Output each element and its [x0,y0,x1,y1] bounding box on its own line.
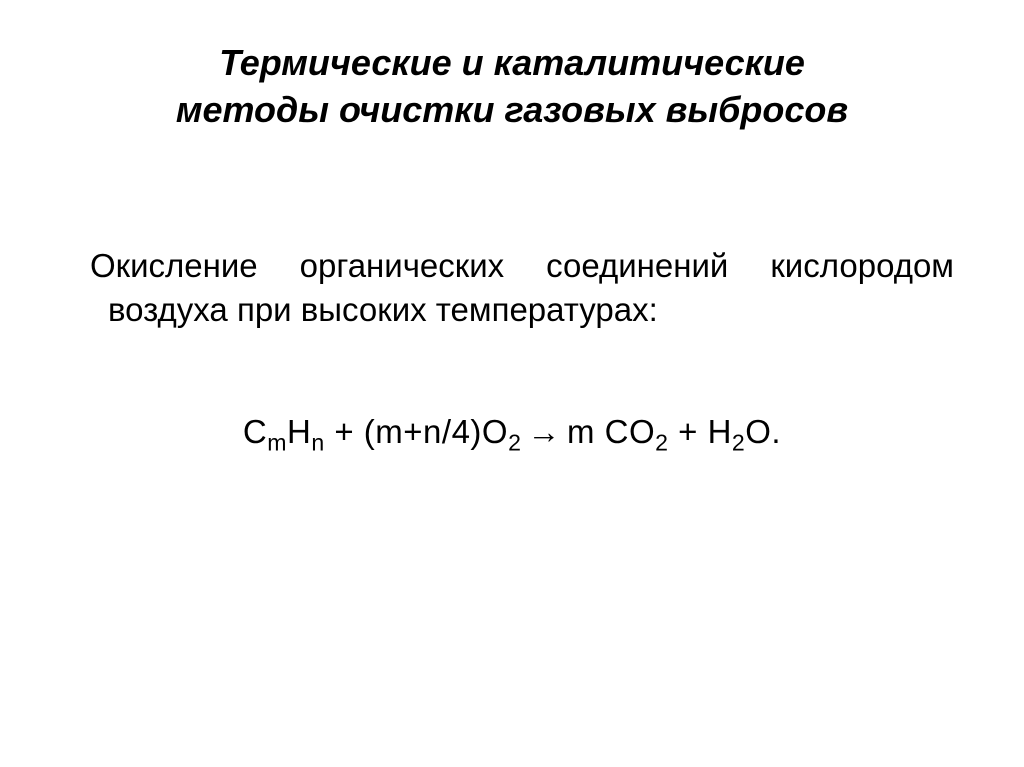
reactant-1-sub-1: m [267,429,287,455]
reaction-arrow: → [527,413,561,451]
product-2-element-2: O [745,413,771,450]
reactant-1-sub-2: n [311,429,324,455]
reactant-2-element: O [482,413,508,450]
equation-period: . [771,413,781,450]
coefficient-2: (m+n/4) [364,413,482,450]
reactant-1-element-2: H [287,413,311,450]
slide-title: Термические и каталитические методы очис… [70,40,954,134]
slide-body: Окисление органических соединений кислор… [70,244,954,333]
chemical-equation: CmHn + (m+n/4)O2 → m CO2 + H2O. [70,413,954,451]
plus-2: + [668,413,707,450]
product-1-element: CO [605,413,656,450]
reactant-2-sub: 2 [508,429,521,455]
coefficient-3: m [567,413,605,450]
reactant-1-element-1: C [243,413,267,450]
plus-1: + [325,413,364,450]
product-2-sub: 2 [732,429,745,455]
product-2-element-1: H [708,413,732,450]
title-line-1: Термические и каталитические [219,42,805,83]
body-paragraph: Окисление органических соединений кислор… [70,244,954,333]
title-line-2: методы очистки газовых выбросов [176,89,848,130]
product-1-sub: 2 [655,429,668,455]
